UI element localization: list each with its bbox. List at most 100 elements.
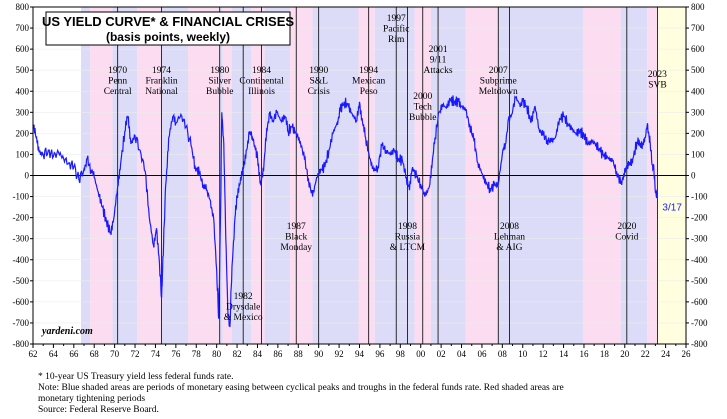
event-label-line: Crisis xyxy=(308,87,330,97)
event-label-line: 1984 xyxy=(252,66,271,76)
event-label-line: & AIG xyxy=(496,243,522,253)
x-tick-label: 10 xyxy=(518,349,528,359)
title-box: US YIELD CURVE* & FINANCIAL CRISES (basi… xyxy=(42,11,294,46)
chart-title: US YIELD CURVE* & FINANCIAL CRISES xyxy=(42,14,294,29)
x-tick-label: 92 xyxy=(335,349,344,359)
y-axis-left: 800 700 600 500 400 300 200 100 0 -100 -200 -300 -40… xyxy=(13,2,33,349)
event-label-line: SVB xyxy=(648,81,666,91)
event-label-line: & Mexico xyxy=(224,313,263,323)
x-tick-label: 70 xyxy=(110,349,120,359)
event-label-line: Peso xyxy=(360,87,378,97)
y-tick-label: 500 xyxy=(691,65,705,75)
event-label-line: 2023 xyxy=(648,70,667,80)
x-tick-label: 88 xyxy=(294,349,304,359)
y-tick-label: -400 xyxy=(13,255,30,265)
y-tick-label: 100 xyxy=(16,149,30,159)
y-tick-label: -500 xyxy=(691,276,708,286)
event-label: 1997 Pacific Rim xyxy=(383,14,409,45)
x-tick-label: 84 xyxy=(253,349,263,359)
x-tick-label: 06 xyxy=(477,349,487,359)
x-tick-label: 96 xyxy=(375,349,385,359)
x-tick-label: 24 xyxy=(661,349,671,359)
y-tick-label: 700 xyxy=(16,23,30,33)
event-label-line: 1997 xyxy=(387,14,406,24)
event-label: 1990 S&L Crisis xyxy=(308,66,330,97)
x-tick-label: 86 xyxy=(273,349,283,359)
x-axis: 62 64 66 68 70 72 74 76 78 80 82 84 86 88 90 92 94 96 98 00… xyxy=(29,344,692,359)
y-tick-label: -500 xyxy=(13,276,30,286)
x-tick-label: 02 xyxy=(437,349,446,359)
event-label-line: Franklin xyxy=(145,77,177,87)
y-tick-label: -100 xyxy=(13,192,30,202)
event-label-line: Bubble xyxy=(409,113,436,123)
yield-curve-line xyxy=(32,95,658,328)
event-label-line: Meltdown xyxy=(479,87,518,97)
event-label-line: 1990 xyxy=(309,66,328,76)
x-tick-label: 78 xyxy=(192,349,202,359)
y-tick-label: -200 xyxy=(13,213,30,223)
event-label-line: 2008 xyxy=(500,222,519,232)
x-tick-label: 74 xyxy=(151,349,161,359)
event-label-line: 2001 xyxy=(429,45,448,55)
x-tick-label: 26 xyxy=(682,349,692,359)
y-tick-label: -800 xyxy=(691,339,708,349)
event-label-line: 1970 xyxy=(108,66,127,76)
y-tick-label: -400 xyxy=(691,255,708,265)
x-tick-label: 76 xyxy=(171,349,181,359)
y-tick-label: 200 xyxy=(691,128,705,138)
footnote-3: monetary tightening periods xyxy=(38,394,146,404)
event-label-line: Bubble xyxy=(206,87,233,97)
y-tick-label: 0 xyxy=(691,171,696,181)
x-tick-label: 18 xyxy=(600,349,610,359)
x-tick-label: 68 xyxy=(90,349,100,359)
y-tick-label: 400 xyxy=(691,86,705,96)
event-label-line: 1974 xyxy=(152,66,171,76)
y-tick-label: 200 xyxy=(16,128,30,138)
event-label-line: Tech xyxy=(414,103,433,113)
y-tick-label: 700 xyxy=(691,23,705,33)
chart-subtitle: (basis points, weekly) xyxy=(106,30,230,44)
watermark: yardeni.com xyxy=(41,326,93,337)
y-tick-label: -700 xyxy=(691,318,708,328)
y-tick-label: 100 xyxy=(691,149,705,159)
event-label-line: & LTCM xyxy=(390,243,426,253)
event-label-line: 2007 xyxy=(489,66,508,76)
event-label-line: Penn xyxy=(108,77,127,87)
event-label: 1980 Silver Bubble xyxy=(206,66,233,97)
x-tick-label: 04 xyxy=(457,349,467,359)
event-label-line: Drysdale xyxy=(226,303,260,313)
event-label: 1998 Russia & LTCM xyxy=(390,222,426,253)
footnote-4: Source: Federal Reserve Board. xyxy=(38,405,159,415)
event-label-line: Illinois xyxy=(248,87,275,97)
event-label-line: 1987 xyxy=(287,222,306,232)
x-tick-label: 12 xyxy=(539,349,548,359)
event-label-line: Continental xyxy=(239,77,284,87)
event-label-line: Mexican xyxy=(352,77,385,87)
event-label-line: Silver xyxy=(208,77,232,87)
event-label-line: Pacific xyxy=(383,24,409,35)
x-tick-label: 90 xyxy=(314,349,324,359)
x-tick-label: 64 xyxy=(49,349,59,359)
event-label-line: 9/11 xyxy=(430,56,447,66)
event-label: 2020 Covid xyxy=(615,222,638,243)
event-label-line: National xyxy=(145,87,178,97)
y-axis-right: 800 700 600 500 400 300 200 100 0 -100 -200 -300 -40… xyxy=(686,2,708,349)
y-tick-label: 500 xyxy=(16,65,30,75)
y-tick-label: -300 xyxy=(691,234,708,244)
event-label: 2008 Lehman & AIG xyxy=(494,222,525,253)
event-label-line: 2000 xyxy=(413,92,432,102)
event-label-line: S&L xyxy=(309,77,328,87)
event-label: 1984 Continental Illinois xyxy=(239,66,284,97)
event-label: 1982 Drysdale & Mexico xyxy=(224,292,263,323)
event-label-line: 1998 xyxy=(398,222,417,232)
event-label: 2007 Subprime Meltdown xyxy=(479,66,518,97)
event-label: 2023 SVB xyxy=(648,70,667,91)
event-label-line: Monday xyxy=(280,243,312,253)
x-tick-label: 80 xyxy=(212,349,222,359)
event-label-line: Central xyxy=(104,87,132,97)
y-tick-label: 300 xyxy=(16,107,30,117)
last-value-label: 3/17 xyxy=(662,202,682,213)
y-tick-label: 600 xyxy=(691,44,705,54)
y-tick-label: -600 xyxy=(691,297,708,307)
